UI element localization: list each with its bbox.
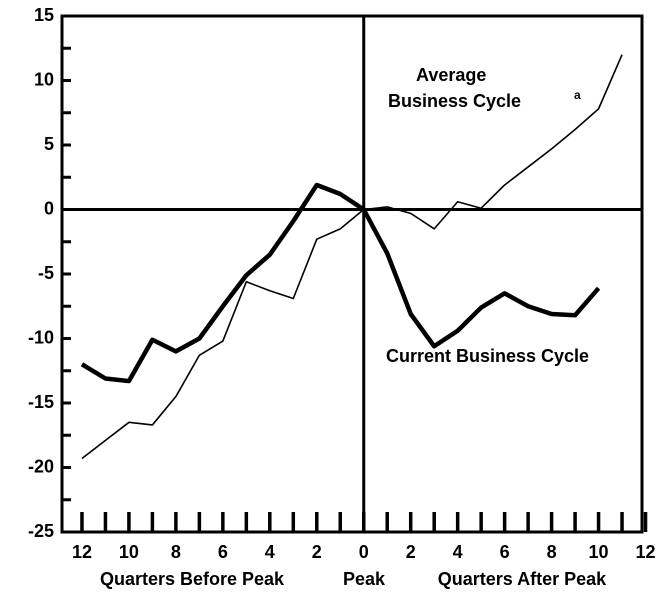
x-tick-label: 4: [453, 542, 463, 562]
x-axis-label: Quarters Before Peak: [100, 569, 285, 589]
annotation: Average: [416, 65, 486, 85]
series-label: Current Business Cycle: [386, 346, 589, 366]
y-tick-label: -10: [28, 327, 54, 347]
y-tick-label: 5: [44, 134, 54, 154]
x-axis-label: Quarters After Peak: [438, 569, 607, 589]
y-tick-label: 15: [34, 5, 54, 25]
annotation: Business Cycle: [388, 91, 521, 111]
data-line: [80, 182, 601, 384]
x-tick-label: 10: [589, 542, 609, 562]
x-axis-label: Peak: [343, 569, 386, 589]
plot-frame: [60, 14, 644, 534]
annotation: a: [574, 88, 581, 102]
y-tick-label: -15: [28, 392, 54, 412]
y-tick-label: -5: [38, 263, 54, 283]
x-tick-label: 12: [636, 542, 656, 562]
data-line: [81, 54, 623, 460]
x-tick-label: 6: [500, 542, 510, 562]
x-tick-label: 6: [218, 542, 228, 562]
y-tick-label: 0: [44, 198, 54, 218]
x-tick-label: 0: [359, 542, 369, 562]
y-tick-label: -25: [28, 521, 54, 541]
x-tick-label: 8: [547, 542, 557, 562]
y-tick-label: -20: [28, 456, 54, 476]
x-tick-label: 4: [265, 542, 275, 562]
x-tick-label: 8: [171, 542, 181, 562]
x-tick-label: 10: [119, 542, 139, 562]
x-tick-label: 12: [72, 542, 92, 562]
x-tick-label: 2: [312, 542, 322, 562]
y-tick-label: 10: [34, 69, 54, 89]
x-tick-label: 2: [406, 542, 416, 562]
